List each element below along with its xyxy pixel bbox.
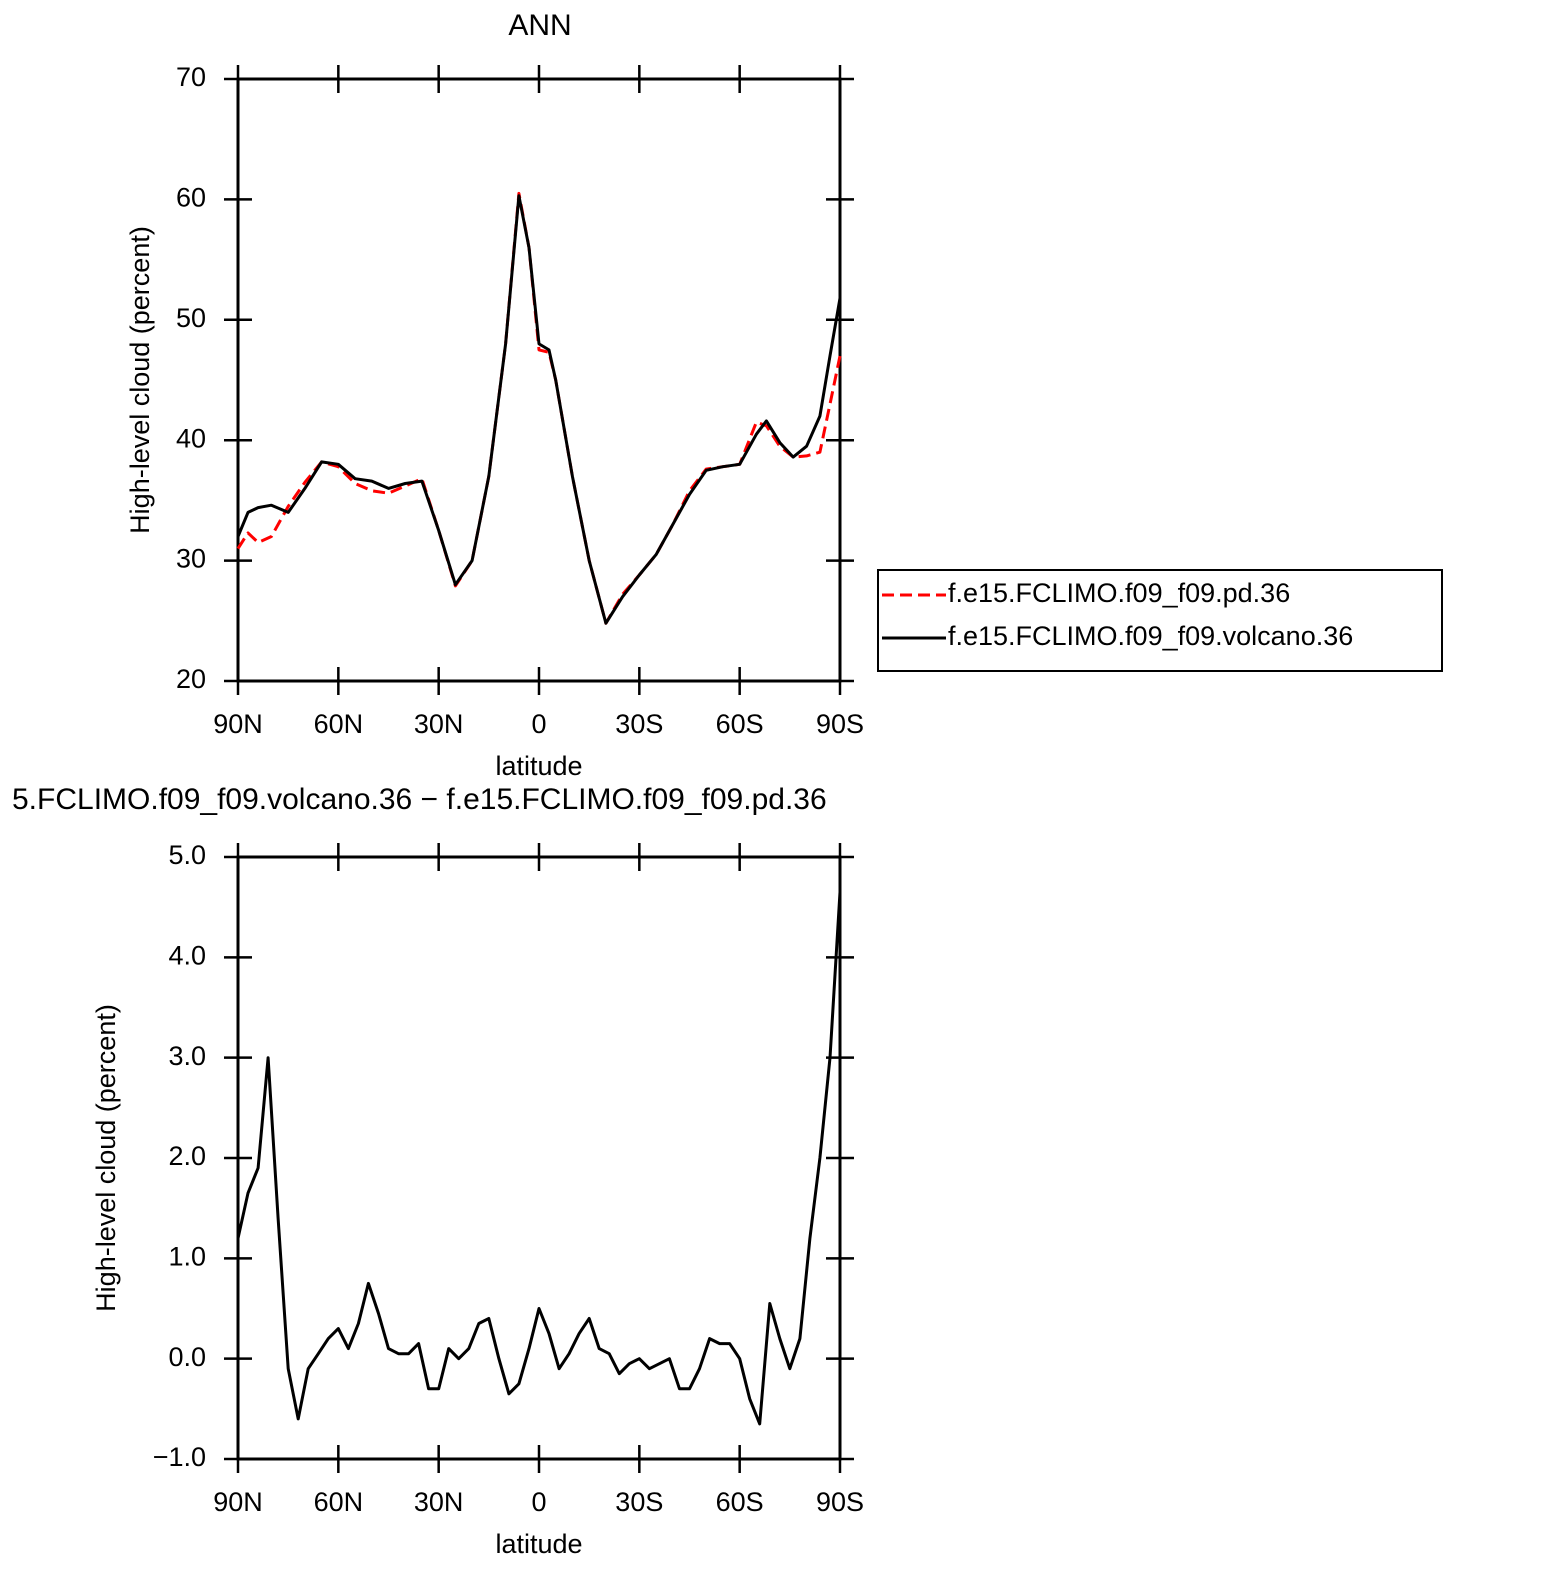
x-tick-label: 30N [414,1487,464,1517]
x-axis-label: latitude [495,1529,582,1559]
y-tick-label: 30 [176,544,206,574]
y-axis-label: High-level cloud (percent) [125,226,155,534]
y-tick-label: 4.0 [168,940,206,970]
plot-frame [236,855,842,1461]
y-tick-label: 50 [176,303,206,333]
chart-title: ANN [508,9,571,42]
legend-label: f.e15.FCLIMO.f09_f09.pd.36 [948,578,1290,608]
y-tick-label: −1.0 [153,1442,206,1472]
x-tick-label: 60S [716,709,764,739]
x-tick-label: 0 [531,709,546,739]
data-line [236,191,842,625]
y-axis-label: High-level cloud (percent) [91,1004,121,1312]
y-tick-label: 20 [176,664,206,694]
legend-box [877,569,1443,672]
x-tick-label: 60S [716,1487,764,1517]
x-tick-label: 30S [615,1487,663,1517]
x-tick-label: 90N [213,1487,263,1517]
x-tick-label: 30S [615,709,663,739]
x-tick-label: 0 [531,1487,546,1517]
legend-label: f.e15.FCLIMO.f09_f09.volcano.36 [948,621,1353,651]
x-axis-label: latitude [495,751,582,781]
x-tick-label: 90S [816,1487,864,1517]
y-tick-label: 40 [176,423,206,453]
x-tick-label: 90N [213,709,263,739]
x-tick-label: 30N [414,709,464,739]
y-tick-label: 1.0 [168,1241,206,1271]
plot-frame [236,77,842,683]
y-tick-label: 2.0 [168,1141,206,1171]
data-line [236,194,842,625]
x-tick-label: 60N [314,709,364,739]
y-tick-label: 60 [176,183,206,213]
y-tick-label: 5.0 [168,840,206,870]
y-tick-label: 0.0 [168,1342,206,1372]
data-line [236,892,842,1426]
x-tick-label: 90S [816,709,864,739]
y-tick-label: 70 [176,62,206,92]
y-tick-label: 3.0 [168,1041,206,1071]
x-tick-label: 60N [314,1487,364,1517]
chart-title: 5.FCLIMO.f09_f09.volcano.36 − f.e15.FCLI… [12,783,827,816]
